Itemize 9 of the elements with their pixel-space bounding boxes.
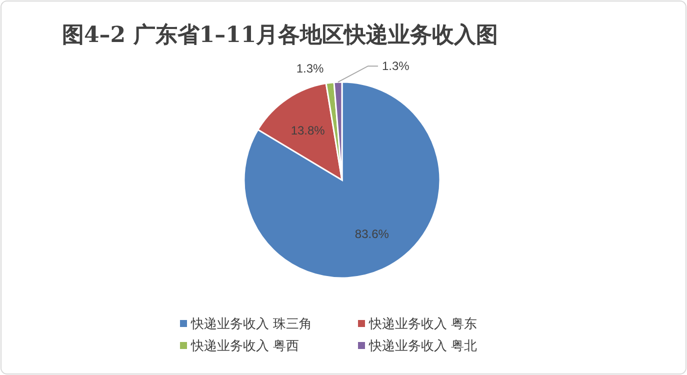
legend-label: 快递业务收入 粤西 xyxy=(190,339,300,354)
data-label: 1.3% xyxy=(296,62,324,76)
data-label: 13.8% xyxy=(290,124,326,138)
data-label: 1.3% xyxy=(382,59,410,74)
legend-label: 快递业务收入 珠三角 xyxy=(190,317,312,332)
data-label: 83.6% xyxy=(354,226,390,241)
legend-label: 快递业务收入 粤东 xyxy=(368,317,478,332)
chart-title: 图4–2 广东省1–11月各地区快递业务收入图 xyxy=(62,22,498,48)
legend-label: 快递业务收入 粤北 xyxy=(368,339,478,354)
